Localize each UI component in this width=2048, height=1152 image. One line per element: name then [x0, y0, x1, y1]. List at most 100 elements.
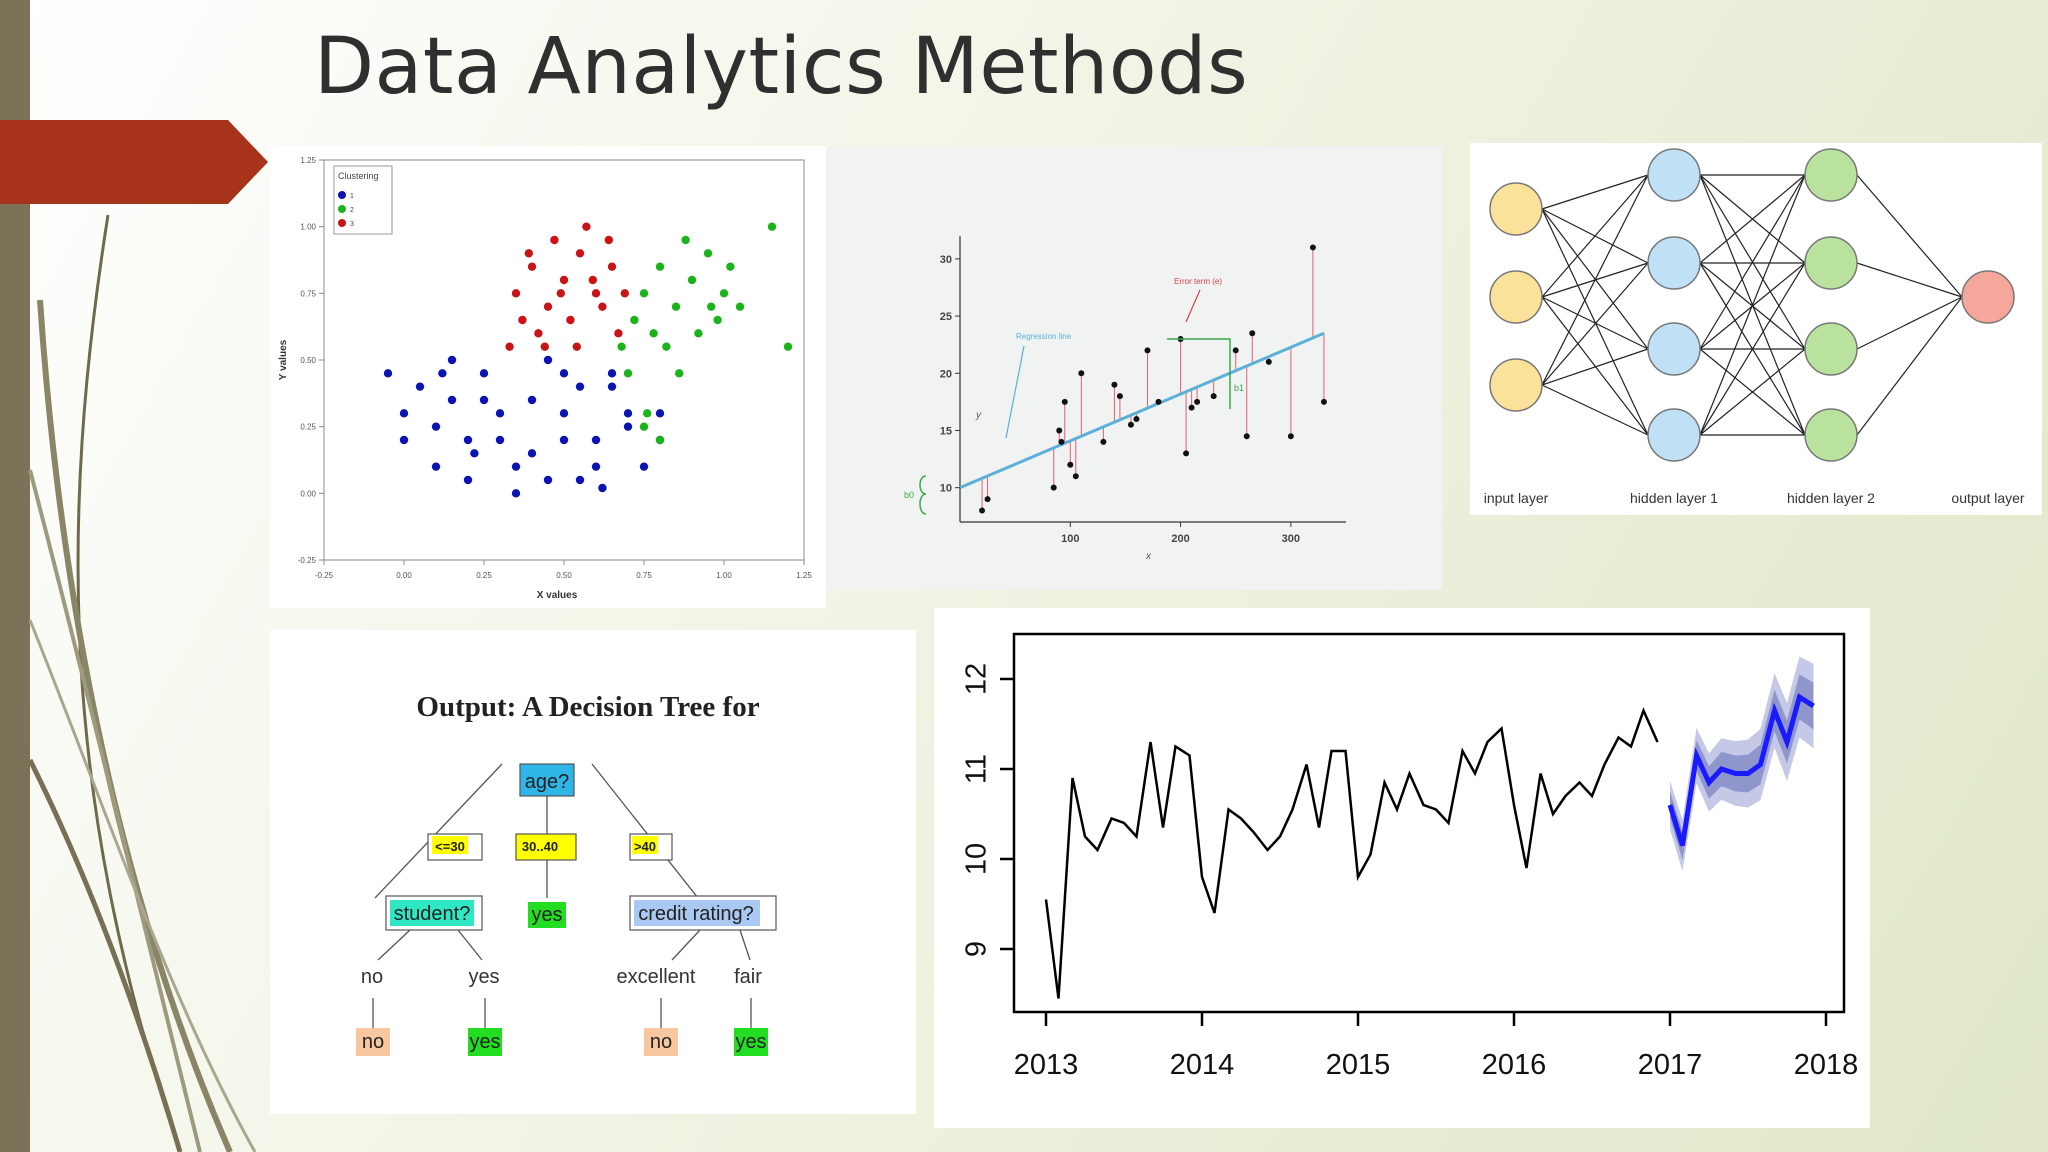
leaf-no-2: [644, 1028, 678, 1056]
regression-point: [1320, 398, 1327, 405]
leaf-yes-2: [734, 1028, 768, 1056]
student-node-label: student?: [394, 903, 471, 925]
regression-point: [1309, 244, 1316, 251]
cluster-1-point: [607, 382, 617, 391]
legend-marker-2: [338, 205, 346, 213]
branch-highlight-gt40: [632, 836, 658, 854]
regression-point: [1183, 450, 1190, 457]
cluster-2-point: [767, 222, 777, 231]
cluster-1-point: [591, 435, 601, 445]
cluster-1-point: [623, 409, 633, 418]
cluster-2-point: [735, 302, 745, 311]
nn-edge: [1541, 262, 1649, 386]
slope-bracket: [1167, 338, 1231, 409]
forecast-ticks: 2013 2014 2015 2016 2017 2018 12 11 10 9: [961, 663, 1859, 1081]
regression-point: [979, 507, 986, 514]
regression-point: [1243, 433, 1250, 440]
cluster-3-point: [550, 235, 559, 245]
regression-point: [1050, 484, 1057, 491]
nn-connections: [1541, 174, 1963, 436]
cluster-3-point: [566, 315, 575, 325]
nn-edge: [1699, 174, 1806, 350]
cluster-y-ticks: 1.25 1.00 0.75 0.50 0.25 0.00 -0.25: [298, 156, 324, 565]
cluster-1-point: [607, 369, 617, 378]
regression-point: [1056, 427, 1063, 434]
cluster-2-point: [726, 262, 735, 271]
cluster-3-point: [588, 275, 597, 285]
regression-x-tick-label: 300: [1282, 533, 1300, 545]
cluster-2-point: [623, 369, 633, 378]
regression-y-label: y: [975, 410, 982, 421]
cluster-1-point: [511, 489, 521, 498]
credit-rating-label: credit rating?: [638, 903, 754, 925]
neural-network-diagram: input layer hidden layer 1 hidden layer …: [1484, 148, 2025, 506]
regression-point: [984, 496, 991, 503]
cluster-1-point: [591, 462, 601, 471]
cluster-1-point: [495, 435, 505, 445]
cluster-3-point: [534, 329, 543, 338]
tree-edges: [372, 763, 752, 1028]
regression-line: [959, 331, 1325, 490]
clustering-chart: Clustering 1 2 3 -0.25 0.00 0.25 0.50 0.75 1.…: [278, 156, 812, 601]
regression-label-pointer: [1005, 345, 1025, 439]
cluster-1-point: [543, 355, 553, 365]
cluster-3-point: [572, 342, 581, 351]
cluster-2-point: [671, 302, 681, 311]
decision-tree-panel: Output: A Decision Tree for age? <=30 30…: [270, 630, 916, 1114]
nn-node: [1804, 148, 1858, 202]
legend-label-2: 2: [350, 207, 354, 214]
cluster-1-point: [559, 435, 569, 445]
nn-node: [1489, 358, 1543, 412]
cluster-2-point: [639, 289, 649, 298]
cluster-points: [383, 222, 793, 498]
cluster-1-point: [639, 462, 649, 471]
regression-point: [1232, 347, 1239, 354]
nn-node: [1647, 408, 1701, 462]
cluster-2-point: [694, 329, 703, 338]
cluster-3-point: [598, 302, 607, 311]
cluster-3-point: [604, 235, 613, 245]
cluster-1-point: [655, 409, 665, 418]
cluster-1-point: [463, 435, 473, 445]
forecast-chart: 2013 2014 2015 2016 2017 2018 12 11 10 9: [961, 632, 1859, 1081]
nn-nodes: [1489, 148, 2015, 462]
cluster-3-point: [591, 289, 601, 298]
nn-node: [1961, 270, 2015, 324]
nn-edge: [1856, 262, 1963, 298]
cluster-3-point: [518, 315, 527, 325]
cluster-1-point: [575, 382, 585, 391]
slide-title: Data Analytics Methods: [314, 22, 1249, 112]
nn-layer-label-hidden2: hidden layer 2: [1787, 490, 1875, 506]
accent-arrow: [0, 120, 268, 204]
nn-edge: [1699, 348, 1806, 436]
leaf-no-2-label: no: [650, 1031, 672, 1053]
regression-y-tick-label: 30: [940, 254, 952, 266]
cluster-2-point: [703, 249, 713, 258]
cluster-3-point: [607, 262, 617, 271]
nn-layer-label-hidden1: hidden layer 1: [1630, 490, 1718, 506]
branch-highlight-le30: [432, 836, 468, 854]
forecast-y-tick-label: 10: [961, 843, 993, 875]
nn-edge: [1541, 348, 1649, 386]
forecast-x-tick-label: 2018: [1794, 1049, 1859, 1081]
cluster-y-tick-label: 1.00: [300, 223, 316, 232]
cluster-y-tick-label: 0.00: [300, 489, 316, 498]
branch-label-30-40: 30..40: [522, 839, 558, 854]
cluster-3-point: [511, 289, 521, 298]
cluster-2-point: [687, 275, 697, 285]
cluster-1-point: [623, 422, 633, 431]
cluster-3-point: [575, 249, 585, 258]
cluster-3-point: [505, 342, 514, 351]
cluster-x-tick-label: 0.00: [396, 571, 412, 580]
cluster-x-tick-label: 0.75: [636, 571, 652, 580]
nn-layer-label-output: output layer: [1951, 490, 2024, 506]
cluster-3-point: [543, 302, 553, 311]
decision-tree-title: Output: A Decision Tree for: [416, 691, 759, 723]
cluster-3-point: [527, 262, 537, 271]
cluster-2-point: [713, 315, 722, 325]
intercept-brace: [919, 475, 927, 515]
forecast-x-tick-label: 2013: [1014, 1049, 1079, 1081]
cluster-y-tick-label: -0.25: [298, 556, 317, 565]
nn-edge: [1699, 174, 1806, 264]
clustering-chart-panel: Clustering 1 2 3 -0.25 0.00 0.25 0.50 0.75 1.…: [270, 146, 826, 608]
